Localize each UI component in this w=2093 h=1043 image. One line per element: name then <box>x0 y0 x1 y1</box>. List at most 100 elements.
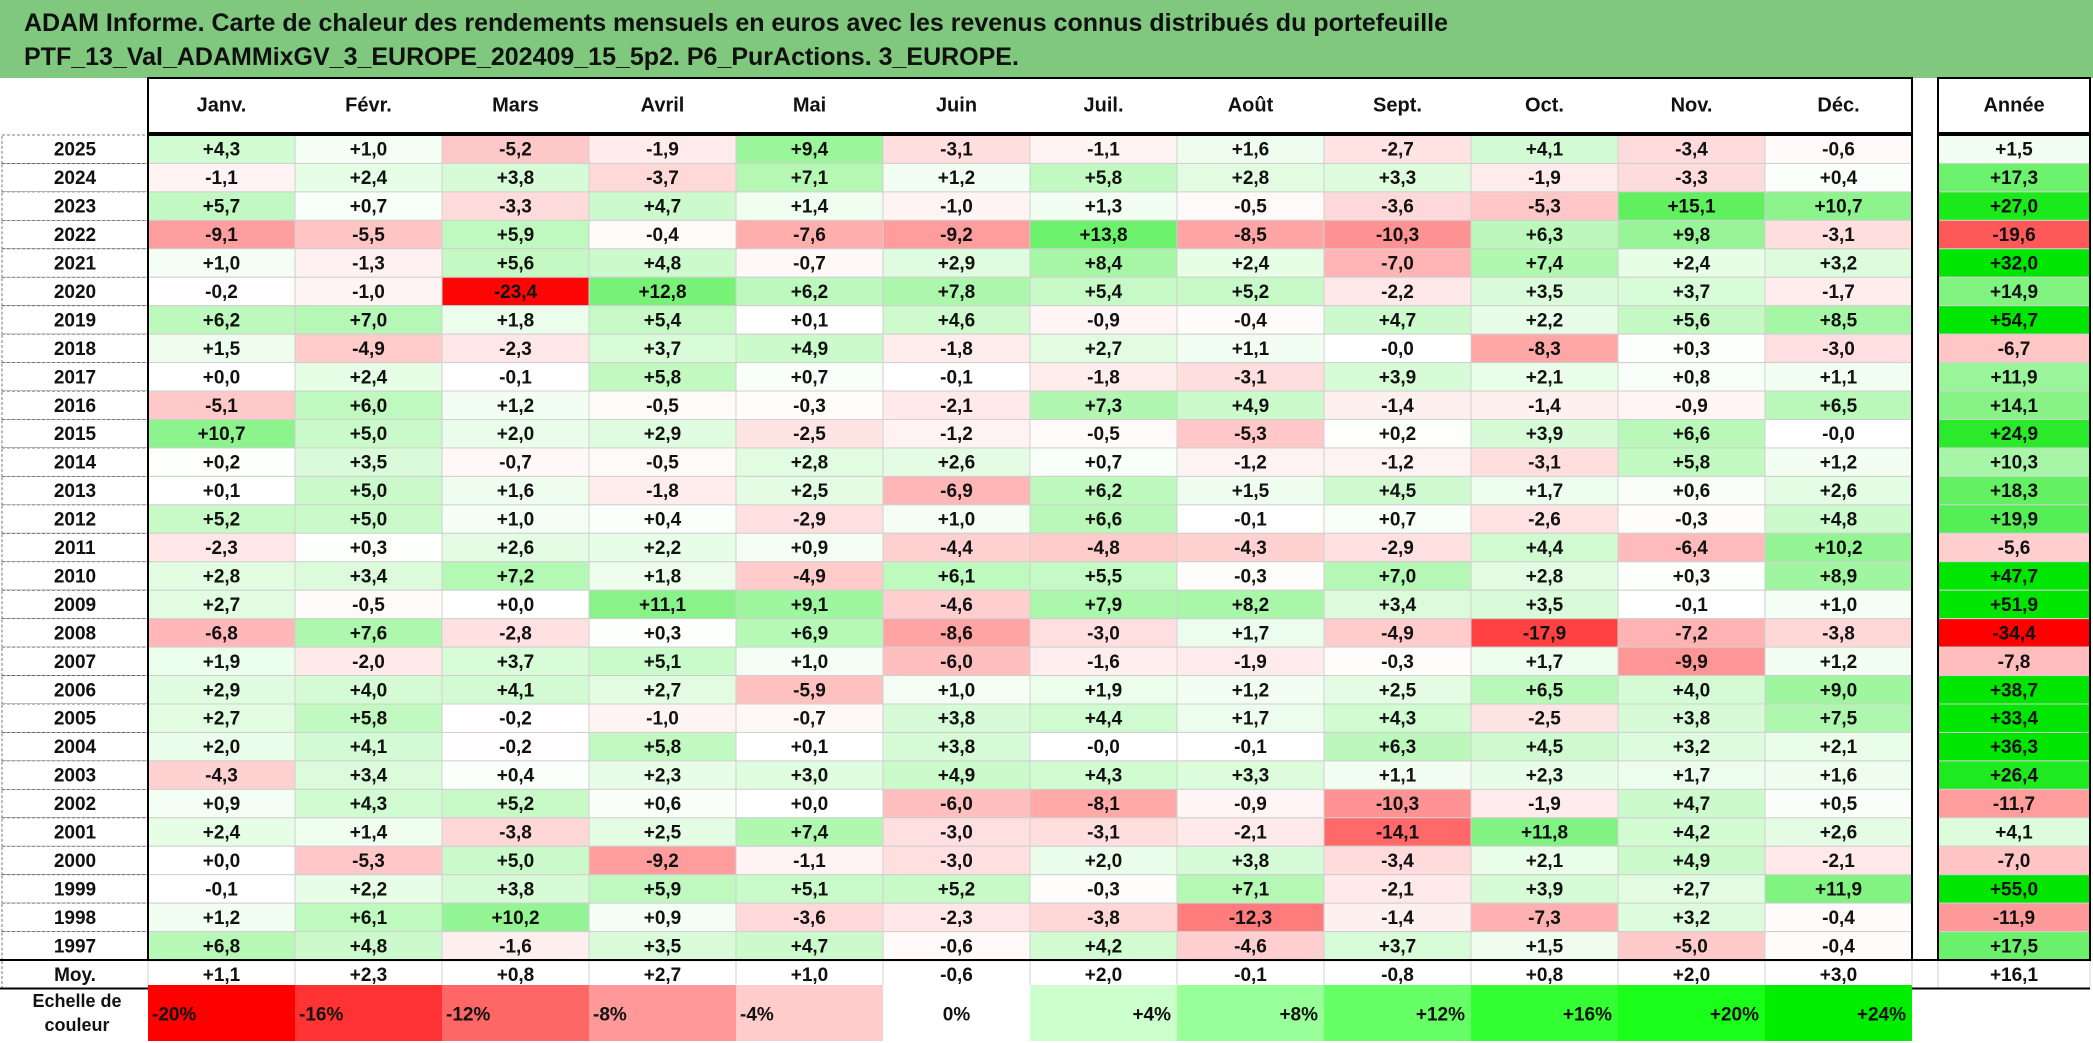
heat-cell-value: +5,8 <box>1085 168 1123 189</box>
heat-cell-value: +5,8 <box>1673 453 1711 474</box>
heat-cell <box>1323 162 1472 193</box>
year-label: 2004 <box>54 737 97 758</box>
heat-cell-value: -1,4 <box>1381 396 1414 417</box>
heat-cell <box>882 618 1031 648</box>
heat-cell-value: +7,5 <box>1820 709 1858 730</box>
scale-swatch-label: -20% <box>152 1005 196 1026</box>
heat-cell <box>588 760 737 790</box>
heat-cell-value: -2,5 <box>793 424 826 445</box>
heat-cell <box>588 333 737 364</box>
heat-cell <box>1029 532 1178 563</box>
heat-cell-value: +3,8 <box>1232 851 1270 872</box>
annual-cell <box>1937 703 2091 733</box>
heat-cell <box>1029 817 1178 847</box>
heat-cell <box>294 731 443 762</box>
heat-cell-value: +2,5 <box>644 823 682 844</box>
heat-cell-value: +6,2 <box>791 282 829 303</box>
heat-cell-value: -1,9 <box>1528 794 1561 815</box>
heat-cell-value: -3,0 <box>1822 339 1855 360</box>
annual-cell-value: -7,8 <box>1998 652 2031 673</box>
heat-cell-value: -3,1 <box>1528 453 1561 474</box>
annual-cell-value: +51,9 <box>1990 595 2038 616</box>
heat-cell-value: +2,0 <box>1085 965 1123 986</box>
year-label: 2023 <box>54 197 96 218</box>
annual-cell-value: -7,0 <box>1998 851 2031 872</box>
heat-cell-value: -1,4 <box>1381 908 1414 929</box>
heat-cell-value: +2,8 <box>1232 168 1270 189</box>
heat-cell-value: +0,5 <box>1820 794 1858 815</box>
scale-swatch-label: 0% <box>943 1005 971 1026</box>
heat-cell-value: -0,9 <box>1234 794 1267 815</box>
year-label: 1999 <box>54 879 96 900</box>
heat-cell-value: +10,7 <box>197 424 245 445</box>
heat-cell-value: -5,3 <box>1234 424 1267 445</box>
heat-cell-value: -4,3 <box>205 766 238 787</box>
heat-cell <box>882 248 1031 278</box>
heat-cell-value: +1,2 <box>497 396 535 417</box>
heat-cell-value: +4,3 <box>350 794 388 815</box>
heat-cell-value: -0,1 <box>1234 965 1267 986</box>
heat-cell-value: +8,9 <box>1820 566 1858 587</box>
heat-cell-value: -0,6 <box>940 965 973 986</box>
heat-cell-value: -4,3 <box>1234 538 1267 559</box>
month-header: Janv. <box>197 95 247 117</box>
heat-cell-value: +0,8 <box>1526 965 1564 986</box>
heat-cell-value: -2,1 <box>940 396 973 417</box>
year-label: 2009 <box>54 595 96 616</box>
heat-cell <box>1323 447 1472 477</box>
heat-cell-value: -0,9 <box>1087 310 1120 331</box>
heat-cell <box>1029 845 1178 876</box>
heat-cell-value: +0,9 <box>203 794 241 815</box>
heat-cell-value: -8,1 <box>1087 794 1120 815</box>
heat-cell <box>1617 675 1766 705</box>
heat-cell <box>294 845 443 876</box>
heat-cell-value: +6,0 <box>350 396 388 417</box>
heat-cell-value: -3,4 <box>1381 851 1414 872</box>
heat-cell-value: +1,1 <box>1232 339 1270 360</box>
scale-swatch-label: +12% <box>1416 1005 1465 1026</box>
heat-cell-value: -0,1 <box>1234 737 1267 758</box>
heat-cell-value: +1,0 <box>350 140 388 161</box>
heat-cell <box>1617 333 1766 364</box>
heat-cell-value: +7,0 <box>1379 566 1417 587</box>
heat-cell-value: -3,4 <box>1675 140 1708 161</box>
heat-cell-value: +4,5 <box>1379 481 1417 502</box>
annual-cell-value: +10,3 <box>1990 453 2038 474</box>
heat-cell <box>882 333 1031 364</box>
heat-cell-value: +3,7 <box>1673 282 1711 303</box>
heat-cell-value: +12,8 <box>638 282 686 303</box>
annual-cell <box>1937 419 2091 449</box>
heat-cell-value: +5,4 <box>644 310 682 331</box>
year-label: 2017 <box>54 367 96 388</box>
heat-cell <box>1617 305 1766 335</box>
heat-cell <box>1764 675 1913 705</box>
heat-cell-value: +10,2 <box>1814 538 1862 559</box>
heat-cell-value: +0,3 <box>1673 566 1711 587</box>
heat-cell-value: +3,5 <box>1526 595 1564 616</box>
heat-cell-value: +4,0 <box>1673 680 1711 701</box>
heat-cell-value: +6,2 <box>203 310 241 331</box>
heat-cell-value: +0,9 <box>644 908 682 929</box>
heat-cell-value: -1,0 <box>352 282 385 303</box>
heat-cell <box>1764 618 1913 648</box>
heat-cell-value: +3,2 <box>1673 908 1711 929</box>
heat-cell <box>147 248 296 278</box>
heat-cell-value: -3,1 <box>940 140 973 161</box>
year-label-cell <box>1 419 149 449</box>
heat-cell-value: +1,0 <box>497 510 535 531</box>
heat-cell <box>1176 134 1325 164</box>
heat-cell <box>1323 931 1472 961</box>
heat-cell-value: +4,1 <box>350 737 388 758</box>
heat-cell-value: +1,9 <box>1085 680 1123 701</box>
heat-cell <box>441 504 590 534</box>
scale-swatch <box>1765 985 1912 1041</box>
annual-cell-value: +38,7 <box>1990 680 2038 701</box>
heat-cell-value: +7,4 <box>791 823 829 844</box>
annual-cell-value: +47,7 <box>1990 566 2038 587</box>
heat-cell-value: -3,6 <box>1381 197 1414 218</box>
annual-cell-value: +18,3 <box>1990 481 2038 502</box>
heat-cell <box>882 845 1031 876</box>
heat-cell <box>1470 191 1619 221</box>
heat-cell <box>1470 504 1619 534</box>
heat-cell-value: +4,9 <box>1232 396 1270 417</box>
